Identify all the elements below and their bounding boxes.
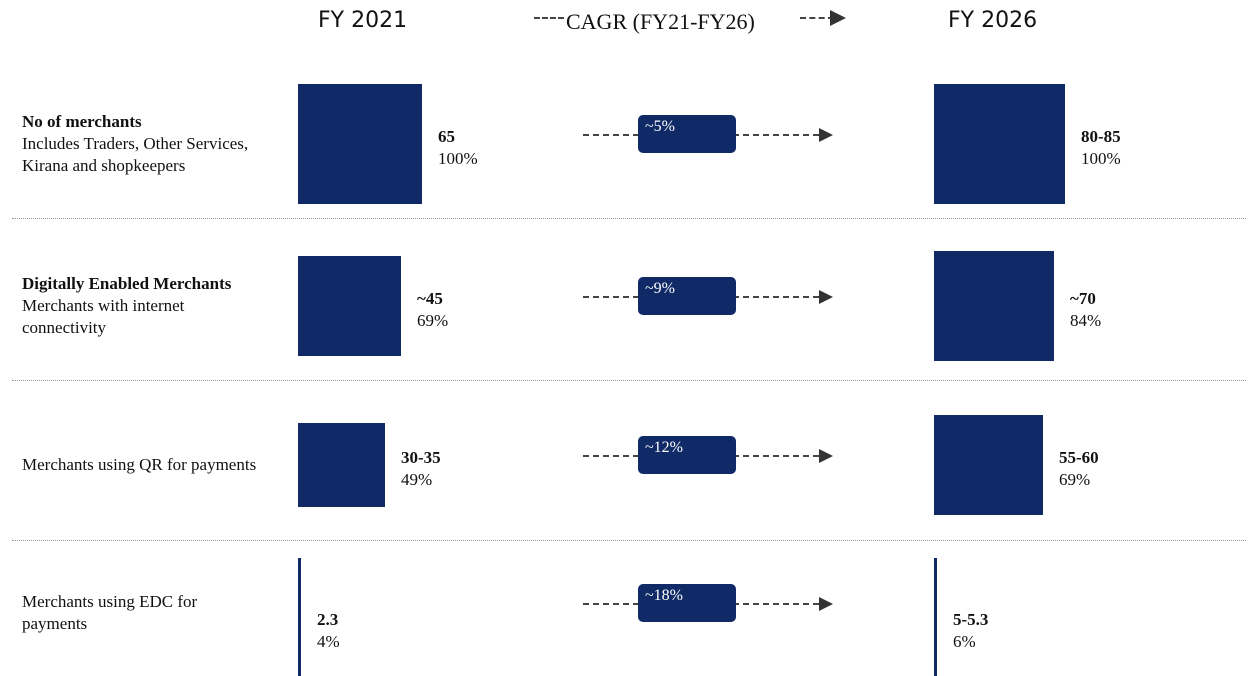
- row-label: No of merchants Includes Traders, Other S…: [22, 111, 262, 177]
- fy21-value: ~45: [417, 289, 443, 308]
- fy21-value-label: 2.3 4%: [317, 609, 340, 653]
- row-label: Merchants using EDC for payments: [22, 591, 262, 635]
- cagr-pill: ~12%: [638, 436, 736, 474]
- fy21-share: 49%: [401, 470, 433, 489]
- header-cagr-dash-right: [800, 17, 834, 19]
- fy21-bar: [298, 84, 422, 204]
- row-label-description: Merchants with internet connectivity: [22, 296, 185, 337]
- cagr-arrow-icon: [819, 290, 833, 304]
- fy26-value-label: 80-85 100%: [1081, 126, 1121, 170]
- row-label-description: Merchants using EDC for payments: [22, 592, 198, 633]
- fy26-share: 6%: [953, 632, 976, 651]
- header-cagr: CAGR (FY21-FY26): [530, 8, 850, 38]
- row-separator: [12, 218, 1246, 219]
- fy26-value: 5-5.3: [953, 610, 989, 629]
- fy21-value-label: 30-35 49%: [401, 447, 441, 491]
- row-label: Digitally Enabled Merchants Merchants wit…: [22, 273, 262, 339]
- header-fy2021: FY 2021: [318, 8, 408, 33]
- row-label-description: Merchants using QR for payments: [22, 455, 257, 474]
- cagr-arrow-icon: [819, 597, 833, 611]
- fy21-bar: [298, 423, 385, 507]
- fy21-share: 69%: [417, 311, 449, 330]
- fy21-value-label: 65 100%: [438, 126, 478, 170]
- header-fy2026: FY 2026: [948, 8, 1038, 33]
- header-cagr-dash-left: [534, 17, 564, 19]
- fy26-value: 80-85: [1081, 127, 1121, 146]
- fy21-value: 2.3: [317, 610, 339, 629]
- row-label-description: Includes Traders, Other Services, Kirana…: [22, 134, 249, 175]
- fy26-value: 55-60: [1059, 448, 1099, 467]
- fy26-bar: [934, 251, 1054, 361]
- fy26-value-label: 55-60 69%: [1059, 447, 1099, 491]
- header-cagr-text: CAGR (FY21-FY26): [566, 9, 755, 34]
- fy21-share: 4%: [317, 632, 340, 651]
- fy26-share: 84%: [1070, 311, 1102, 330]
- cagr-pill: ~9%: [638, 277, 736, 315]
- fy26-share: 69%: [1059, 470, 1091, 489]
- row-label-title: No of merchants: [22, 112, 142, 131]
- row-separator: [12, 540, 1246, 541]
- cagr-arrow-icon: [819, 128, 833, 142]
- fy21-bar: [298, 256, 401, 356]
- fy21-value: 65: [438, 127, 455, 146]
- fy26-share: 100%: [1081, 149, 1121, 168]
- cagr-pill: ~5%: [638, 115, 736, 153]
- row-label: Merchants using QR for payments: [22, 454, 262, 476]
- cagr-arrow-icon: [819, 449, 833, 463]
- row-label-title: Digitally Enabled Merchants: [22, 274, 232, 293]
- fy21-value: 30-35: [401, 448, 441, 467]
- fy26-value-label: 5-5.3 6%: [953, 609, 988, 653]
- fy26-value-label: ~70 84%: [1070, 288, 1101, 332]
- fy21-share: 100%: [438, 149, 478, 168]
- fy21-value-label: ~45 69%: [417, 288, 448, 332]
- fy26-bar: [934, 84, 1065, 204]
- fy26-value: ~70: [1070, 289, 1096, 308]
- fy26-bar: [934, 415, 1043, 515]
- fy21-bar: [298, 558, 301, 676]
- cagr-pill: ~18%: [638, 584, 736, 622]
- header-cagr-arrow-icon: [830, 10, 846, 26]
- fy26-bar: [934, 558, 937, 676]
- row-separator: [12, 380, 1246, 381]
